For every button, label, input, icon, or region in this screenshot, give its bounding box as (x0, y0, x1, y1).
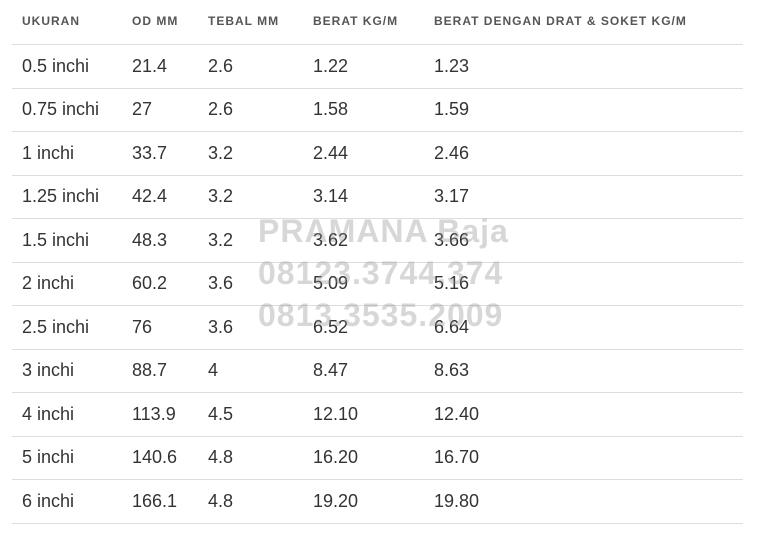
cell-tebal-mm: 2.6 (198, 88, 303, 132)
cell-tebal-mm: 3.2 (198, 218, 303, 263)
table-row: 1.25 inchi 42.4 3.2 3.14 3.17 (12, 175, 743, 219)
table-row: 1.5 inchi 48.3 3.2 3.62 3.66 (12, 218, 743, 263)
cell-berat-drat-soket: 16.70 (424, 436, 743, 480)
cell-tebal-mm: 4.8 (198, 479, 303, 524)
cell-tebal-mm: 4 (198, 349, 303, 393)
cell-ukuran: 1.5 inchi (12, 218, 122, 263)
cell-od-mm: 27 (122, 88, 198, 132)
cell-od-mm: 42.4 (122, 175, 198, 219)
table-row: 5 inchi 140.6 4.8 16.20 16.70 (12, 436, 743, 480)
cell-berat-drat-soket: 6.64 (424, 305, 743, 350)
cell-od-mm: 113.9 (122, 392, 198, 437)
cell-berat: 3.14 (303, 175, 424, 219)
cell-ukuran: 0.75 inchi (12, 88, 122, 132)
header-berat: BERAT KG/M (303, 0, 424, 45)
table-header: UKURAN OD MM TEBAL MM BERAT KG/M BERAT D… (12, 0, 743, 45)
header-berat-drat-soket: BERAT DENGAN DRAT & SOKET KG/M (424, 0, 743, 45)
pipe-spec-table: UKURAN OD MM TEBAL MM BERAT KG/M BERAT D… (12, 0, 743, 524)
cell-berat: 8.47 (303, 349, 424, 393)
cell-tebal-mm: 4.8 (198, 436, 303, 480)
table-row: 2 inchi 60.2 3.6 5.09 5.16 (12, 262, 743, 306)
cell-berat: 16.20 (303, 436, 424, 480)
table-row: 0.75 inchi 27 2.6 1.58 1.59 (12, 88, 743, 132)
cell-berat: 6.52 (303, 305, 424, 350)
cell-berat: 5.09 (303, 262, 424, 306)
cell-ukuran: 5 inchi (12, 436, 122, 480)
cell-od-mm: 88.7 (122, 349, 198, 393)
cell-tebal-mm: 3.2 (198, 131, 303, 176)
cell-berat: 1.58 (303, 88, 424, 132)
cell-berat-drat-soket: 2.46 (424, 131, 743, 176)
cell-od-mm: 21.4 (122, 44, 198, 89)
cell-ukuran: 2 inchi (12, 262, 122, 306)
cell-tebal-mm: 3.6 (198, 305, 303, 350)
cell-tebal-mm: 2.6 (198, 44, 303, 89)
pipe-spec-table-container: UKURAN OD MM TEBAL MM BERAT KG/M BERAT D… (12, 0, 743, 524)
cell-tebal-mm: 3.6 (198, 262, 303, 306)
header-row: UKURAN OD MM TEBAL MM BERAT KG/M BERAT D… (12, 0, 743, 45)
table-body: 0.5 inchi 21.4 2.6 1.22 1.23 0.75 inchi 27 2.6 1… (12, 44, 743, 524)
cell-berat-drat-soket: 12.40 (424, 392, 743, 437)
table-row: 1 inchi 33.7 3.2 2.44 2.46 (12, 131, 743, 176)
cell-berat: 12.10 (303, 392, 424, 437)
cell-ukuran: 3 inchi (12, 349, 122, 393)
header-tebal-mm: TEBAL MM (198, 0, 303, 45)
table-row: 3 inchi 88.7 4 8.47 8.63 (12, 349, 743, 393)
header-od-mm: OD MM (122, 0, 198, 45)
cell-berat: 1.22 (303, 44, 424, 89)
cell-berat-drat-soket: 8.63 (424, 349, 743, 393)
cell-od-mm: 76 (122, 305, 198, 350)
cell-od-mm: 48.3 (122, 218, 198, 263)
cell-ukuran: 0.5 inchi (12, 44, 122, 89)
cell-berat-drat-soket: 3.17 (424, 175, 743, 219)
table-row: 2.5 inchi 76 3.6 6.52 6.64 (12, 305, 743, 350)
table-row: 0.5 inchi 21.4 2.6 1.22 1.23 (12, 44, 743, 89)
table-row: 6 inchi 166.1 4.8 19.20 19.80 (12, 479, 743, 524)
header-ukuran: UKURAN (12, 0, 122, 45)
cell-od-mm: 140.6 (122, 436, 198, 480)
cell-tebal-mm: 4.5 (198, 392, 303, 437)
cell-ukuran: 4 inchi (12, 392, 122, 437)
cell-berat-drat-soket: 3.66 (424, 218, 743, 263)
cell-ukuran: 1.25 inchi (12, 175, 122, 219)
cell-berat: 2.44 (303, 131, 424, 176)
cell-tebal-mm: 3.2 (198, 175, 303, 219)
cell-berat-drat-soket: 1.59 (424, 88, 743, 132)
cell-berat-drat-soket: 1.23 (424, 44, 743, 89)
cell-ukuran: 2.5 inchi (12, 305, 122, 350)
cell-berat-drat-soket: 5.16 (424, 262, 743, 306)
cell-berat-drat-soket: 19.80 (424, 479, 743, 524)
table-row: 4 inchi 113.9 4.5 12.10 12.40 (12, 392, 743, 437)
cell-berat: 3.62 (303, 218, 424, 263)
cell-ukuran: 1 inchi (12, 131, 122, 176)
cell-od-mm: 33.7 (122, 131, 198, 176)
cell-berat: 19.20 (303, 479, 424, 524)
cell-od-mm: 166.1 (122, 479, 198, 524)
cell-od-mm: 60.2 (122, 262, 198, 306)
cell-ukuran: 6 inchi (12, 479, 122, 524)
